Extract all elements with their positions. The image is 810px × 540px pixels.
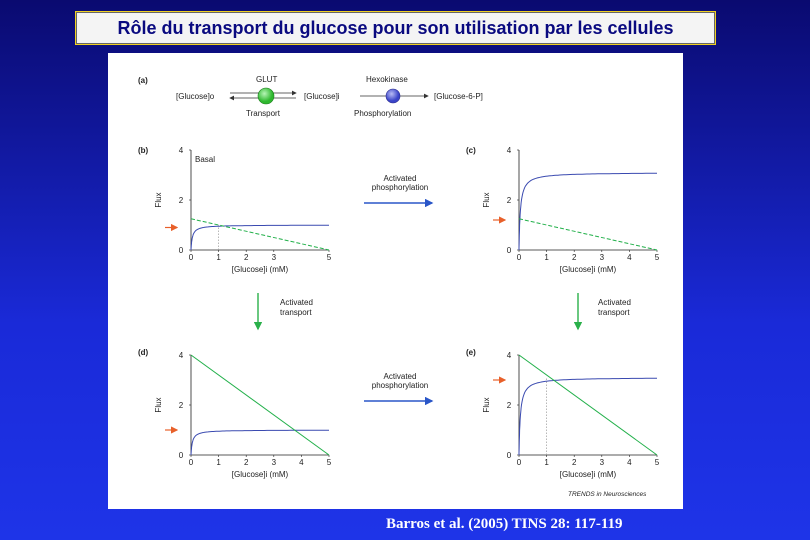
arrow-b-to-c: Activated phosphorylation [364, 174, 434, 208]
y-tick-label: 2 [179, 196, 184, 205]
plot-b: (b) 0 2 4 0 1 2 3 5 Flux [Glucose]i (mM) Basal [138, 146, 332, 274]
x-tick-label: 2 [244, 458, 249, 467]
arrow-d-e-line1: Activated [384, 372, 417, 381]
arrow-b-to-d: Activated transport [253, 293, 313, 331]
y-axis-title: Flux [154, 397, 163, 412]
x-tick-label: 2 [572, 253, 577, 262]
x-tick-label: 1 [216, 253, 221, 262]
x-tick-label: 4 [627, 458, 632, 467]
x-tick-label: 5 [655, 458, 660, 467]
hexokinase-label: Hexokinase [366, 75, 408, 84]
arrow-c-e-line2: transport [598, 308, 630, 317]
x-tick-label: 4 [299, 458, 304, 467]
x-axis-title: [Glucose]i (mM) [232, 470, 289, 479]
x-tick-label: 3 [272, 458, 277, 467]
panel-label: (e) [466, 348, 476, 357]
arrow-b-d-line2: transport [280, 308, 312, 317]
y-axis-title: Flux [482, 192, 491, 207]
x-tick-label: 3 [600, 253, 605, 262]
glucose-o-label: [Glucose]o [176, 92, 215, 101]
x-tick-label: 0 [517, 253, 522, 262]
x-tick-label: 1 [544, 458, 549, 467]
x-tick-label: 3 [600, 458, 605, 467]
y-tick-label: 4 [179, 351, 184, 360]
glut-transporter-icon [257, 87, 275, 105]
arrow-b-c-line1: Activated [384, 174, 417, 183]
y-tick-label: 2 [507, 196, 512, 205]
x-tick-label: 2 [572, 458, 577, 467]
slide-title: Rôle du transport du glucose pour son ut… [75, 11, 716, 45]
y-tick-label: 0 [507, 451, 512, 460]
flux-plots: (b) 0 2 4 0 1 2 3 5 Flux [Glucose]i (mM) Basal (c) 0 2… [138, 146, 660, 479]
plot-c: (c) 0 2 4 0 1 2 3 4 5 Flux [Glucose]i (mM) [466, 146, 660, 274]
x-tick-label: 5 [655, 253, 660, 262]
panel-label: (b) [138, 146, 149, 155]
y-tick-label: 0 [179, 451, 184, 460]
y-tick-label: 2 [179, 401, 184, 410]
arrow-b-c-line2: phosphorylation [372, 183, 428, 192]
phosphorylation-flux-line [518, 354, 658, 456]
panel-annotation: Basal [195, 155, 215, 164]
x-tick-label: 1 [216, 458, 221, 467]
y-tick-label: 2 [507, 401, 512, 410]
phosphorylation-flux-line [190, 354, 330, 456]
y-tick-label: 0 [179, 246, 184, 255]
x-axis-title: [Glucose]i (mM) [232, 265, 289, 274]
figure-svg: (a) GLUT Hexokinase [Glucose]o [Glucose]… [138, 75, 660, 498]
panel-label: (d) [138, 348, 149, 357]
x-tick-label: 4 [627, 253, 632, 262]
y-tick-label: 4 [179, 146, 184, 155]
panel-label: (c) [466, 146, 476, 155]
plot-e: (e) 0 2 4 0 1 2 3 4 5 Flux [Glucose]i (mM) [466, 348, 660, 479]
x-axis-title: [Glucose]i (mM) [560, 470, 617, 479]
phosphorylation-flux-line [518, 218, 658, 251]
y-axis-title: Flux [482, 397, 491, 412]
x-tick-label: 5 [327, 458, 332, 467]
x-tick-label: 2 [244, 253, 249, 262]
x-tick-label: 1 [544, 253, 549, 262]
arrow-c-to-e: Activated transport [573, 293, 631, 331]
arrow-d-e-line2: phosphorylation [372, 381, 428, 390]
glucose-i-label: [Glucose]i [304, 92, 340, 101]
figure-panel: (a) GLUT Hexokinase [Glucose]o [Glucose]… [108, 53, 683, 509]
x-tick-label: 0 [189, 458, 194, 467]
transport-flux-curve [190, 429, 330, 455]
x-tick-label: 5 [327, 253, 332, 262]
x-tick-label: 3 [272, 253, 277, 262]
arrow-c-e-line1: Activated [598, 298, 631, 307]
g6p-label: [Glucose-6-P] [434, 92, 483, 101]
y-tick-label: 4 [507, 351, 512, 360]
y-tick-label: 0 [507, 246, 512, 255]
scheme-panel: (a) GLUT Hexokinase [Glucose]o [Glucose]… [138, 75, 483, 118]
x-tick-label: 0 [189, 253, 194, 262]
y-axis-title: Flux [154, 192, 163, 207]
arrow-d-to-e: Activated phosphorylation [364, 372, 434, 406]
citation-text: Barros et al. (2005) TINS 28: 117-119 [386, 516, 623, 532]
transport-label: Transport [246, 109, 281, 118]
phosphorylation-flux-line [190, 218, 330, 251]
glut-label: GLUT [256, 75, 277, 84]
transport-flux-curve [518, 172, 657, 250]
x-axis-title: [Glucose]i (mM) [560, 265, 617, 274]
transport-flux-curve [190, 224, 330, 250]
phosphorylation-label: Phosphorylation [354, 109, 411, 118]
credit-text: TRENDS in Neurosciences [568, 491, 647, 498]
arrow-b-d-line1: Activated [280, 298, 313, 307]
scheme-label: (a) [138, 76, 148, 85]
x-tick-label: 0 [517, 458, 522, 467]
hexokinase-enzyme-icon [385, 88, 401, 104]
y-tick-label: 4 [507, 146, 512, 155]
plot-d: (d) 0 2 4 0 1 2 3 4 5 Flux [Glucose]i (mM) [138, 348, 332, 479]
transport-flux-curve [518, 377, 657, 455]
